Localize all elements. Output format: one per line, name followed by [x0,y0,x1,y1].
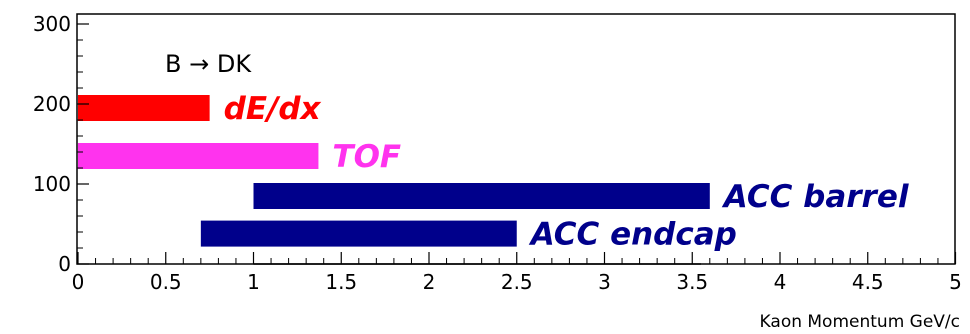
x-tick-label: 2.5 [501,270,533,294]
range-label: ACC barrel [721,179,909,215]
range-bar [78,143,319,169]
decay-annotation: B → DK [165,50,252,78]
x-tick-label: 4.5 [852,270,884,294]
x-tick-label: 1.5 [325,270,357,294]
x-tick-label: 1 [247,270,260,294]
range-bar [200,220,517,247]
x-tick-label: 3 [598,270,611,294]
x-tick-label: 4 [774,270,787,294]
y-tick-label: 300 [33,12,71,36]
range-label: dE/dx [224,91,322,127]
range-label: ACC endcap [528,217,737,253]
x-tick-label: 5 [949,270,962,294]
x-tick-label: 3.5 [676,270,708,294]
y-tick-label: 0 [58,252,71,276]
y-tick-label: 200 [33,92,71,116]
y-tick-label: 100 [33,172,71,196]
range-bar [78,95,210,121]
x-tick-label: 0.5 [150,270,182,294]
x-axis-title: Kaon Momentum GeV/c [760,312,960,332]
x-tick-label: 2 [423,270,436,294]
range-label: TOF [332,139,401,175]
axis-ticks: 0 0.5 1 1.5 2 2.5 3 3.5 4 4.5 5 0 100 200 300 [33,12,962,294]
range-bar [253,183,710,209]
x-tick-label: 0 [72,270,85,294]
